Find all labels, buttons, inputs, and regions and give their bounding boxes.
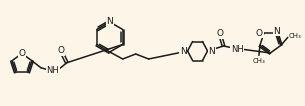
Text: NH: NH xyxy=(46,66,59,75)
Text: N: N xyxy=(106,17,113,26)
Text: CH₃: CH₃ xyxy=(253,58,265,64)
Text: N: N xyxy=(180,47,187,56)
Text: O: O xyxy=(18,49,25,58)
Text: O: O xyxy=(256,29,263,38)
Text: CH₃: CH₃ xyxy=(289,33,302,39)
Text: O: O xyxy=(57,46,64,55)
Text: NH: NH xyxy=(231,45,244,54)
Text: O: O xyxy=(217,29,224,38)
Text: N: N xyxy=(209,47,215,56)
Text: N: N xyxy=(274,27,280,36)
